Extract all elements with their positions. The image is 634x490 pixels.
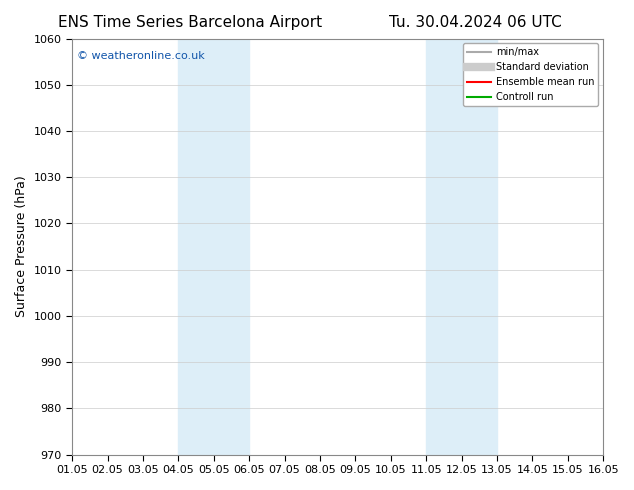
- Bar: [426, 39, 497, 455]
- Text: ENS Time Series Barcelona Airport: ENS Time Series Barcelona Airport: [58, 15, 322, 30]
- Bar: [178, 39, 249, 455]
- Y-axis label: Surface Pressure (hPa): Surface Pressure (hPa): [15, 176, 28, 318]
- Text: © weatheronline.co.uk: © weatheronline.co.uk: [77, 51, 205, 61]
- Legend: min/max, Standard deviation, Ensemble mean run, Controll run: min/max, Standard deviation, Ensemble me…: [463, 44, 598, 106]
- Text: Tu. 30.04.2024 06 UTC: Tu. 30.04.2024 06 UTC: [389, 15, 562, 30]
